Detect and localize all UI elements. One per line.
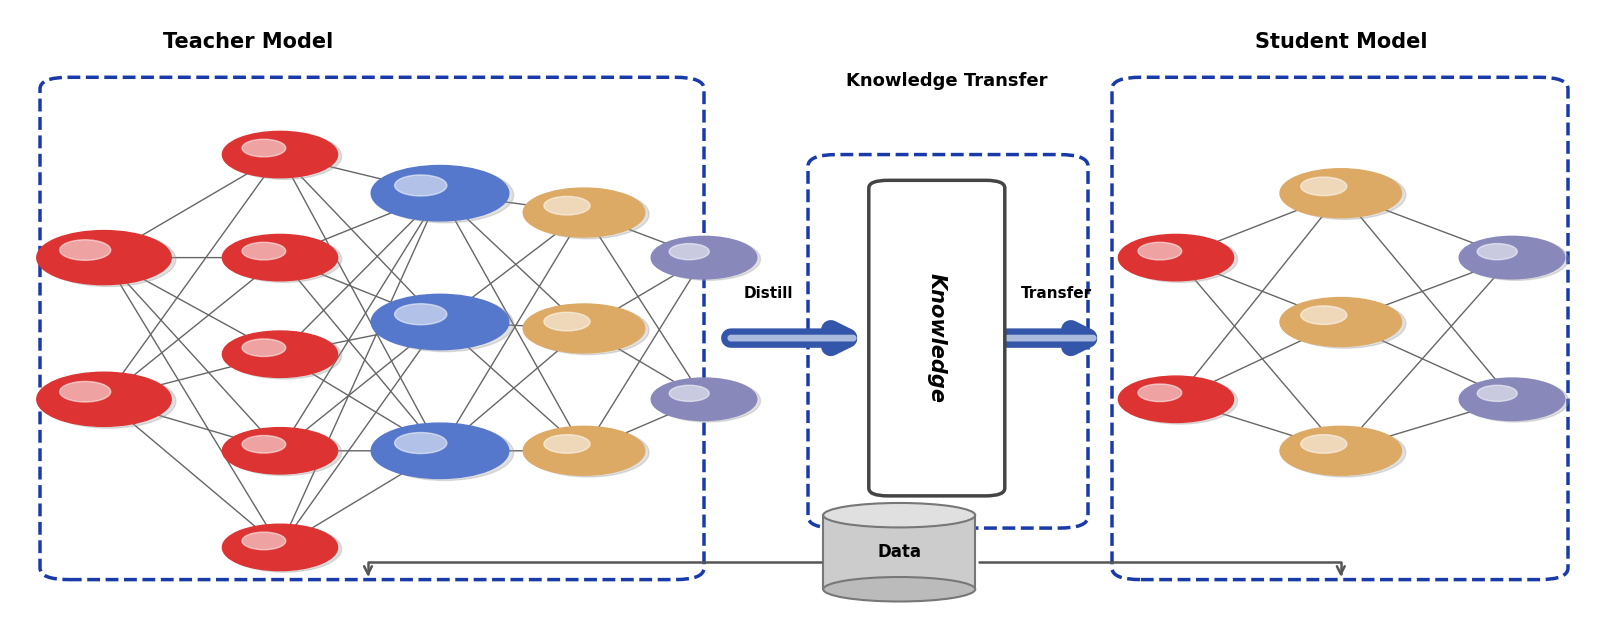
Circle shape <box>1123 236 1238 283</box>
Circle shape <box>59 240 110 260</box>
FancyBboxPatch shape <box>869 180 1005 496</box>
Circle shape <box>1477 385 1517 401</box>
Circle shape <box>376 167 514 223</box>
Text: Teacher Model: Teacher Model <box>163 32 333 52</box>
Circle shape <box>1462 238 1568 280</box>
Circle shape <box>1285 299 1406 348</box>
Circle shape <box>227 526 342 573</box>
Circle shape <box>544 196 590 215</box>
Circle shape <box>37 372 171 426</box>
Circle shape <box>42 232 176 287</box>
Circle shape <box>1123 378 1238 424</box>
Circle shape <box>222 428 338 474</box>
Circle shape <box>376 296 514 352</box>
Circle shape <box>1301 435 1347 453</box>
Circle shape <box>242 435 286 453</box>
Circle shape <box>227 133 342 180</box>
Circle shape <box>1280 169 1402 218</box>
Circle shape <box>227 236 342 283</box>
Circle shape <box>1280 426 1402 475</box>
Circle shape <box>371 423 509 478</box>
Circle shape <box>651 236 757 279</box>
Circle shape <box>654 379 760 422</box>
Circle shape <box>242 532 286 550</box>
Circle shape <box>528 306 650 355</box>
Circle shape <box>395 304 446 325</box>
Circle shape <box>1301 177 1347 196</box>
Circle shape <box>1285 428 1406 477</box>
Text: Data: Data <box>877 544 922 561</box>
Circle shape <box>242 242 286 260</box>
Ellipse shape <box>822 503 976 527</box>
Circle shape <box>222 131 338 178</box>
Circle shape <box>1118 234 1234 281</box>
Circle shape <box>42 374 176 428</box>
Text: Transfer: Transfer <box>1021 285 1091 301</box>
Text: Student Model: Student Model <box>1254 32 1427 52</box>
Circle shape <box>371 166 509 221</box>
Circle shape <box>528 428 650 477</box>
Circle shape <box>242 339 286 357</box>
Circle shape <box>544 312 590 331</box>
Circle shape <box>395 433 446 453</box>
Circle shape <box>669 243 709 260</box>
Circle shape <box>669 385 709 401</box>
Circle shape <box>1301 306 1347 325</box>
Circle shape <box>1138 384 1182 402</box>
Circle shape <box>1462 379 1568 422</box>
Circle shape <box>222 331 338 377</box>
Bar <box>824 515 976 589</box>
Circle shape <box>1459 378 1565 421</box>
Circle shape <box>1280 298 1402 346</box>
Text: Knowledge Transfer: Knowledge Transfer <box>846 71 1048 90</box>
Circle shape <box>523 188 645 237</box>
Circle shape <box>1477 243 1517 260</box>
Circle shape <box>654 238 760 280</box>
Circle shape <box>371 294 509 350</box>
Circle shape <box>376 425 514 480</box>
Circle shape <box>528 190 650 239</box>
Ellipse shape <box>822 577 976 601</box>
Circle shape <box>523 426 645 475</box>
Text: Distill: Distill <box>744 285 792 301</box>
Circle shape <box>1138 242 1182 260</box>
Circle shape <box>227 333 342 379</box>
Circle shape <box>1459 236 1565 279</box>
Circle shape <box>227 430 342 476</box>
Text: Knowledge: Knowledge <box>926 273 947 403</box>
Circle shape <box>1118 376 1234 422</box>
Circle shape <box>222 524 338 571</box>
Circle shape <box>242 139 286 157</box>
Circle shape <box>59 381 110 402</box>
Circle shape <box>1285 171 1406 220</box>
Circle shape <box>37 231 171 285</box>
Circle shape <box>544 435 590 453</box>
Circle shape <box>651 378 757 421</box>
Circle shape <box>222 234 338 281</box>
Circle shape <box>395 175 446 196</box>
Circle shape <box>523 304 645 353</box>
